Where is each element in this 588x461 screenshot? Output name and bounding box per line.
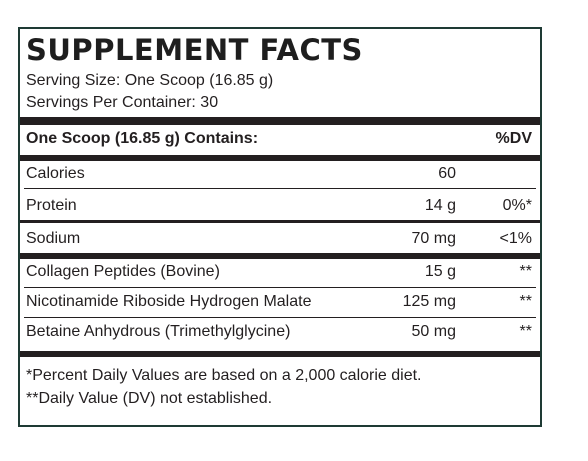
contains-label: One Scoop (16.85 g) Contains:	[26, 130, 259, 147]
nutrient-amount: 50 mg	[411, 323, 456, 340]
nutrient-dv: <1%	[499, 230, 532, 247]
thick-divider	[20, 253, 540, 259]
nutrient-name: Nicotinamide Riboside Hydrogen Malate	[26, 293, 312, 310]
nutrient-row: Sodium 70 mg <1%	[26, 227, 532, 251]
nutrient-amount: 125 mg	[402, 293, 456, 310]
row-divider	[24, 188, 536, 189]
nutrient-dv: **	[519, 263, 532, 280]
footnote-not-established: **Daily Value (DV) not established.	[26, 390, 273, 407]
nutrient-dv: 0%*	[502, 197, 532, 214]
nutrient-amount: 60	[438, 165, 456, 182]
nutrient-row: Betaine Anhydrous (Trimethylglycine) 50 …	[26, 320, 532, 344]
supplement-facts-panel: SUPPLEMENT FACTS Serving Size: One Scoop…	[18, 27, 542, 427]
nutrient-row: Nicotinamide Riboside Hydrogen Malate 12…	[26, 290, 532, 314]
nutrient-row: Collagen Peptides (Bovine) 15 g **	[26, 260, 532, 284]
nutrient-dv: **	[519, 323, 532, 340]
nutrient-amount: 15 g	[424, 263, 456, 280]
nutrient-amount: 70 mg	[411, 230, 456, 247]
nutrient-name: Sodium	[26, 230, 81, 247]
nutrient-dv: **	[519, 293, 532, 310]
footnote-dv: *Percent Daily Values are based on a 2,0…	[26, 367, 422, 384]
serving-size: Serving Size: One Scoop (16.85 g)	[26, 72, 274, 89]
nutrient-row: Calories 60	[26, 162, 532, 186]
nutrient-name: Collagen Peptides (Bovine)	[26, 263, 220, 280]
row-divider	[24, 287, 536, 288]
dv-header: %DV	[495, 130, 532, 147]
nutrient-name: Calories	[26, 165, 85, 182]
row-divider	[24, 317, 536, 318]
nutrient-name: Protein	[26, 197, 77, 214]
thick-divider	[20, 351, 540, 357]
nutrient-amount: 14 g	[424, 197, 456, 214]
medium-divider	[20, 220, 540, 223]
thick-divider	[20, 155, 540, 161]
nutrient-row: Protein 14 g 0%*	[26, 194, 532, 218]
header-row: One Scoop (16.85 g) Contains: %DV	[26, 125, 532, 153]
servings-per-container: Servings Per Container: 30	[26, 94, 219, 111]
thick-divider	[20, 117, 540, 125]
nutrient-name: Betaine Anhydrous (Trimethylglycine)	[26, 323, 291, 340]
panel-title: SUPPLEMENT FACTS	[26, 33, 363, 67]
